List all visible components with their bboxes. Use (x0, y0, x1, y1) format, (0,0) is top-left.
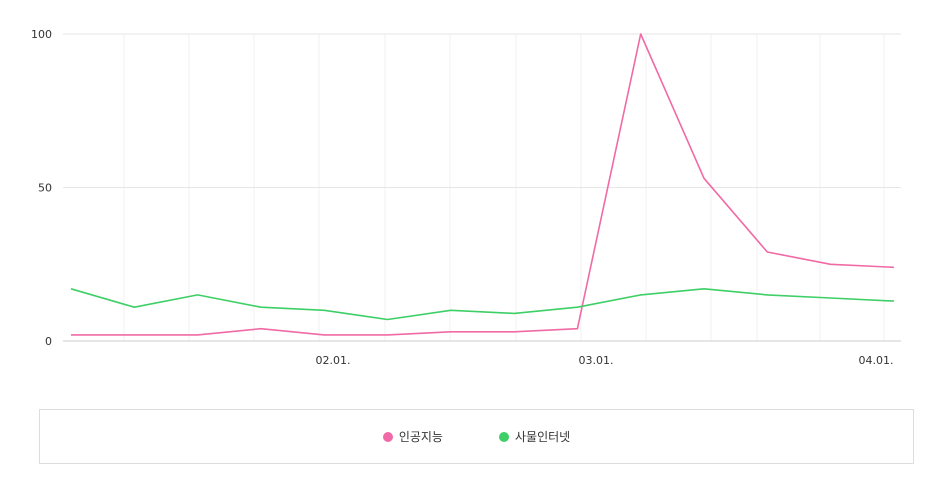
legend-item-ai[interactable]: 인공지능 (382, 428, 443, 445)
x-tick-label: 02.01. (316, 354, 351, 367)
x-tick-label: 03.01. (579, 354, 614, 367)
grid (63, 33, 901, 342)
x-tick-label: 04.01. (859, 354, 894, 367)
legend-item-iot[interactable]: 사물인터넷 (498, 428, 571, 445)
axes: 0 50 100 02.01. 03.01. 04.01. (31, 28, 894, 367)
legend: 인공지능 사물인터넷 (39, 409, 914, 464)
y-tick-label: 50 (38, 182, 52, 195)
legend-marker-iot (498, 431, 509, 442)
legend-label-iot: 사물인터넷 (514, 430, 571, 444)
legend-label-ai: 인공지능 (398, 430, 443, 444)
y-tick-label: 100 (31, 28, 52, 41)
series-layer (70, 33, 894, 336)
y-tick-label: 0 (45, 335, 52, 348)
series-line-0[interactable] (71, 33, 894, 336)
legend-marker-ai (382, 431, 393, 442)
line-chart: 0 50 100 02.01. 03.01. 04.01. (31, 28, 901, 367)
series-line-1[interactable] (70, 287, 894, 321)
